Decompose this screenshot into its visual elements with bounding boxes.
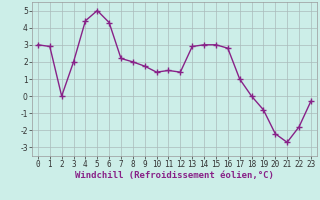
X-axis label: Windchill (Refroidissement éolien,°C): Windchill (Refroidissement éolien,°C) bbox=[75, 171, 274, 180]
